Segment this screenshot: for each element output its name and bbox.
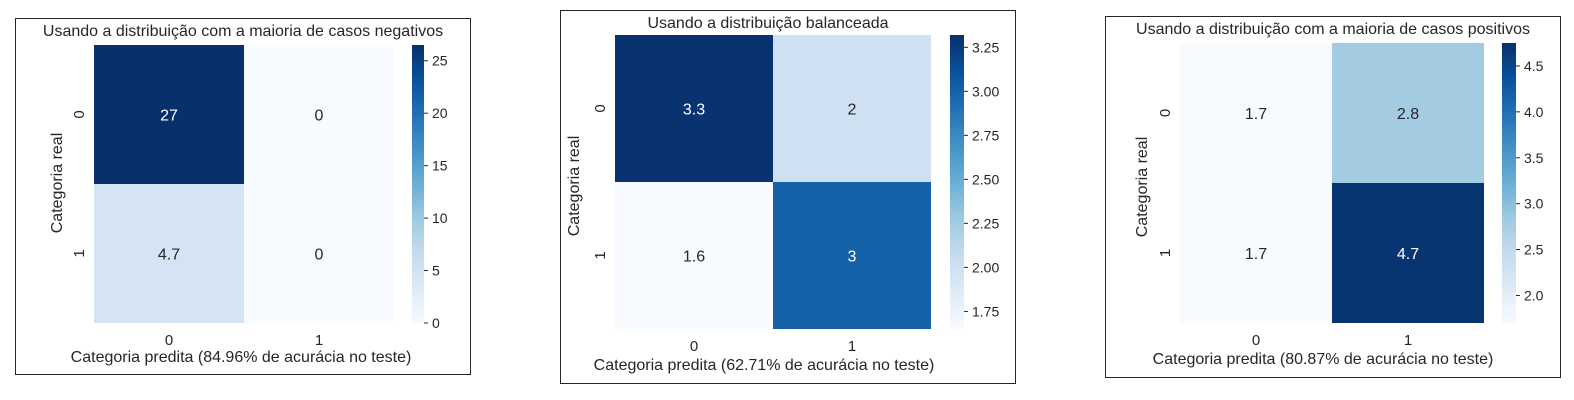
heatmap-panel-positives: Usando a distribuição com a maioria de c… (1105, 16, 1561, 378)
x-axis-label: Categoria predita (62.71% de acurácia no… (593, 357, 935, 374)
heatmap-cell (615, 35, 773, 182)
colorbar-tick-label: 5 (432, 263, 440, 279)
heatmap-cell (244, 45, 394, 184)
cell-annotation: 0 (315, 108, 324, 125)
heatmap-cell (1180, 43, 1332, 183)
colorbar (412, 45, 424, 323)
colorbar-tick-label: 2.00 (972, 259, 999, 275)
cell-annotation: 1.7 (1245, 246, 1267, 263)
x-axis-label: Categoria predita (80.87% de acurácia no… (1152, 351, 1494, 368)
cell-annotation: 27 (160, 108, 178, 125)
heatmap-cell (244, 184, 394, 323)
cell-annotation: 4.7 (158, 247, 180, 264)
colorbar-tick-label: 4.0 (1524, 104, 1544, 120)
colorbar-tick-label: 2.75 (972, 127, 999, 143)
heatmap-cell (773, 35, 931, 182)
heatmap-plot: 3.3 2 1.6 3 0 1 0 1 1.75 2.00 2.25 2.50 2.75 3.00 3.25 (592, 35, 999, 355)
cell-annotation: 0 (315, 247, 324, 264)
colorbar-tick-label: 25 (432, 53, 448, 69)
colorbar-tick-label: 2.25 (972, 215, 999, 231)
heatmap-cell (1332, 183, 1484, 323)
y-tick-label: 1 (1157, 249, 1174, 257)
x-tick-label: 0 (165, 332, 173, 349)
chart-title: Usando a distribuição com a maioria de c… (42, 23, 444, 40)
x-tick-label: 1 (848, 338, 856, 355)
heatmap-cell (1332, 43, 1484, 183)
cell-annotation: 2.8 (1397, 106, 1419, 123)
cell-annotation: 1.6 (683, 249, 705, 266)
heatmap-cell (94, 45, 244, 184)
colorbar (950, 35, 964, 329)
cell-annotation: 2 (848, 102, 857, 119)
colorbar-tick-label: 3.0 (1524, 196, 1544, 212)
x-tick-label: 0 (690, 338, 698, 355)
x-tick-label: 1 (1404, 332, 1412, 349)
colorbar-tick-label: 3.5 (1524, 150, 1544, 166)
cell-annotation: 3 (848, 249, 857, 266)
heatmap-cell (1180, 183, 1332, 323)
colorbar (1502, 43, 1516, 323)
colorbar-tick-label: 0 (432, 315, 440, 331)
cell-annotation: 1.7 (1245, 106, 1267, 123)
colorbar-tick-label: 2.5 (1524, 242, 1544, 258)
colorbar-tick-label: 20 (432, 105, 448, 121)
x-tick-label: 1 (315, 332, 323, 349)
heatmap-cell (773, 182, 931, 329)
y-tick-label: 1 (71, 249, 88, 257)
heatmap-panel-balanced: Usando a distribuição balanceada Categor… (560, 10, 1016, 384)
heatmap-panel-negatives: Usando a distribuição com a maioria de c… (15, 18, 471, 375)
cell-annotation: 3.3 (683, 102, 705, 119)
colorbar-tick-label: 3.00 (972, 83, 999, 99)
chart-title: Usando a distribuição com a maioria de c… (1136, 21, 1530, 38)
chart-title: Usando a distribuição balanceada (647, 15, 889, 32)
cell-annotation: 4.7 (1397, 246, 1419, 263)
heatmap-cell (615, 182, 773, 329)
x-axis-label: Categoria predita (84.96% de acurácia no… (70, 349, 412, 366)
heatmap-cell (94, 184, 244, 323)
y-tick-label: 0 (592, 104, 609, 112)
x-tick-label: 0 (1252, 332, 1260, 349)
colorbar-tick-label: 4.5 (1524, 58, 1544, 74)
colorbar-tick-label: 2.0 (1524, 287, 1544, 303)
colorbar-tick-label: 3.25 (972, 39, 999, 55)
colorbar-tick-label: 2.50 (972, 171, 999, 187)
y-tick-label: 0 (71, 110, 88, 118)
colorbar-tick-label: 15 (432, 158, 448, 174)
y-tick-label: 1 (592, 251, 609, 259)
colorbar-tick-label: 10 (432, 210, 448, 226)
colorbar-tick-label: 1.75 (972, 303, 999, 319)
y-tick-label: 0 (1157, 109, 1174, 117)
heatmap-plot: 1.7 2.8 1.7 4.7 0 1 0 1 2.0 2.5 3.0 3.5 4.0 4.5 (1157, 43, 1544, 349)
